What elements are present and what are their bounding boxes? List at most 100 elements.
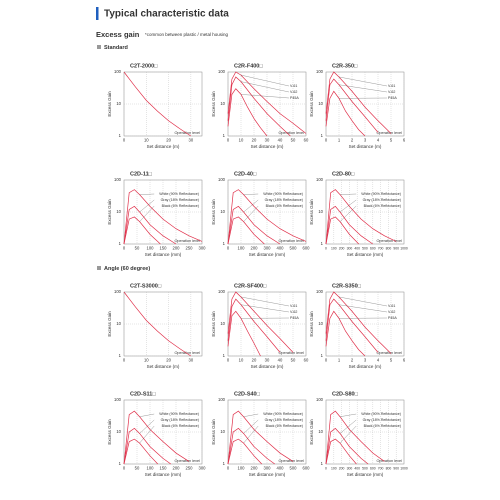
x-axis-label: Set distance (mm) [145, 472, 182, 477]
series-label: Gray (18% Reflectance) [161, 418, 199, 422]
data-line [325, 291, 392, 354]
x-axis-label: Set distance (m) [147, 144, 180, 149]
y-tick-label: 10 [318, 209, 323, 214]
x-tick-label: 50 [135, 466, 140, 471]
leader-line [243, 413, 259, 417]
series-label: White (90% Reflectance) [159, 412, 199, 416]
leader-line [243, 419, 259, 434]
data-line [325, 298, 379, 353]
series-label: V-61 [290, 304, 297, 308]
y-tick-label: 10 [116, 209, 121, 214]
x-tick-label: 300 [347, 246, 353, 250]
section-title: Excess gain [96, 30, 140, 39]
x-tick-label: 900 [393, 246, 399, 250]
y-tick-label: 1 [223, 241, 226, 246]
chart-title: C2D-S11□ [130, 391, 156, 397]
x-tick-label: 30 [189, 138, 194, 143]
x-axis-label: Set distance (m) [251, 144, 284, 149]
y-axis-label: Excess Gain [309, 419, 314, 445]
x-tick-label: 300 [264, 246, 272, 251]
series-label: Black (6% Reflectance) [364, 204, 401, 208]
y-axis-label: Excess Gain [309, 91, 314, 117]
data-line [123, 410, 190, 465]
x-tick-label: 40 [278, 138, 283, 143]
data-line [123, 216, 161, 245]
annotation: Operation level [376, 131, 402, 135]
x-tick-label: 40 [278, 358, 283, 363]
x-tick-label: 400 [277, 466, 285, 471]
data-line [325, 90, 366, 137]
chart-title: C2D-80□ [332, 171, 355, 177]
x-tick-label: 500 [290, 246, 298, 251]
y-tick-label: 100 [114, 177, 122, 182]
series-label: Gray (18% Reflectance) [161, 198, 199, 202]
series-label: V-62 [388, 90, 395, 94]
data-line [227, 310, 261, 357]
series-label: V-62 [290, 90, 297, 94]
chart-title: C2T-2000□ [130, 63, 158, 69]
x-tick-label: 4 [377, 138, 380, 143]
x-tick-label: 2 [351, 358, 354, 363]
x-tick-label: 10 [239, 138, 244, 143]
leader-line [240, 81, 290, 93]
series-label: P45A [290, 316, 299, 320]
x-tick-label: 300 [199, 466, 207, 471]
y-axis-label: Excess Gain [309, 199, 314, 225]
x-axis-label: Set distance (m) [349, 364, 382, 369]
y-tick-label: 1 [321, 461, 324, 466]
y-tick-label: 10 [116, 101, 121, 106]
x-axis-label: Set distance (m) [147, 364, 180, 369]
x-tick-label: 0 [325, 358, 328, 363]
group-title: Standard [104, 45, 128, 51]
x-tick-label: 200 [251, 466, 259, 471]
chart-title: C2R-SF400□ [234, 283, 267, 289]
x-tick-label: 0 [227, 246, 230, 251]
x-tick-label: 100 [331, 246, 337, 250]
data-line [227, 291, 294, 353]
leader-line [139, 419, 155, 434]
x-tick-label: 20 [252, 358, 257, 363]
y-tick-label: 100 [316, 289, 324, 294]
x-tick-label: 0 [227, 466, 230, 471]
x-tick-label: 600 [303, 246, 311, 251]
leader-line [338, 304, 388, 313]
y-axis-label: Excess Gain [309, 311, 314, 337]
chart-title: C2R-F400□ [234, 63, 263, 69]
leader-line [139, 205, 155, 222]
series-label: Black (6% Reflectance) [162, 424, 199, 428]
series-label: P45A [388, 316, 397, 320]
leader-line [339, 425, 357, 444]
x-tick-label: 100 [238, 246, 246, 251]
y-axis-label: Excess Gain [211, 91, 216, 117]
y-tick-label: 1 [321, 133, 324, 138]
x-tick-label: 500 [362, 466, 368, 470]
data-line [325, 189, 397, 245]
annotation: Operation level [376, 459, 402, 463]
series-label: Gray (18% Reflectance) [363, 198, 401, 202]
y-tick-label: 10 [116, 321, 121, 326]
series-label: Black (6% Reflectance) [266, 204, 303, 208]
series-label: V-61 [290, 84, 297, 88]
series-label: V-62 [290, 310, 297, 314]
x-tick-label: 30 [265, 358, 270, 363]
leader-line [240, 94, 290, 99]
x-tick-label: 10 [144, 358, 149, 363]
annotation: Operation level [278, 239, 304, 243]
x-tick-label: 100 [238, 466, 246, 471]
y-axis-label: Excess Gain [107, 91, 112, 117]
x-tick-label: 30 [189, 358, 194, 363]
group-square [97, 45, 101, 49]
section-note: *common between plastic / metal housing [145, 32, 229, 37]
x-tick-label: 600 [303, 466, 311, 471]
chart-title: C2R-350□ [332, 63, 358, 69]
x-tick-label: 0 [123, 138, 126, 143]
x-tick-label: 1000 [400, 246, 408, 250]
series-label: P45A [388, 96, 397, 100]
data-line [227, 71, 307, 134]
x-tick-label: 30 [265, 138, 270, 143]
chart-title: C2D-S40□ [234, 391, 261, 397]
x-tick-label: 20 [166, 358, 171, 363]
chart-title: C2D-S80□ [332, 391, 359, 397]
x-tick-label: 20 [252, 138, 257, 143]
x-tick-label: 300 [347, 466, 353, 470]
